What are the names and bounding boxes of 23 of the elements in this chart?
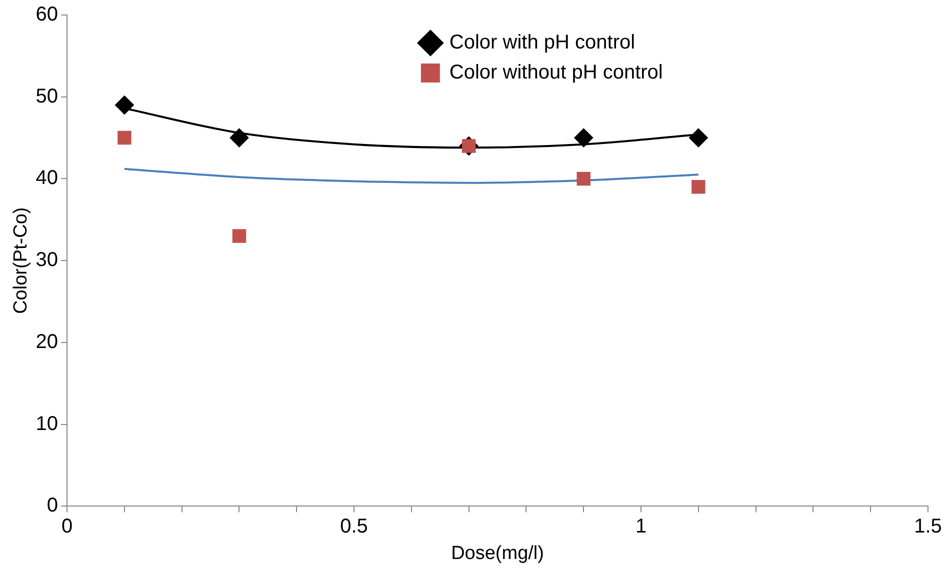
legend-label: Color with pH control [449,32,636,54]
y-tick-label: 10 [36,412,58,435]
y-tick-label: 60 [36,4,58,26]
y-tick-label: 50 [36,85,58,108]
x-tick-label: 0.5 [340,516,368,538]
point [692,180,706,194]
legend-label: Color without pH control [449,62,663,84]
point [230,128,249,148]
y-tick-label: 0 [46,494,58,517]
x-axis-title: Dose(mg/l) [451,542,544,564]
point [118,130,132,145]
x-tick-label: 1 [635,516,647,538]
x-tick-label: 0 [61,516,73,538]
x-tick-label: 1.5 [914,516,942,538]
y-tick-label: 40 [36,167,58,190]
y-tick-label: 20 [36,330,58,353]
point [114,96,134,115]
point [688,128,708,148]
point [574,128,594,148]
y-axis-title: Color(Pt-Co) [10,207,32,314]
point [576,172,590,186]
point [232,229,246,243]
y-tick-label: 30 [36,249,58,272]
